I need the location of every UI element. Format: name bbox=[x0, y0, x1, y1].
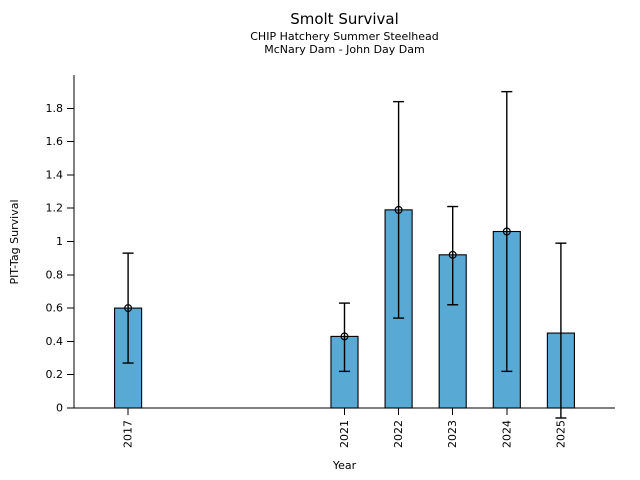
y-tick-label: 0.6 bbox=[46, 302, 64, 315]
x-tick-label: 2022 bbox=[392, 420, 405, 448]
chart-title: Smolt Survival bbox=[290, 10, 399, 28]
chart-subtitle-line1: CHIP Hatchery Summer Steelhead bbox=[250, 30, 439, 43]
point-marker bbox=[502, 227, 511, 236]
y-tick-label: 1.8 bbox=[46, 102, 64, 115]
y-tick-label: 1 bbox=[56, 235, 63, 248]
y-tick-label: 0.4 bbox=[46, 335, 64, 348]
y-axis-title: PIT-Tag Survival bbox=[8, 199, 21, 285]
x-tick-label: 2021 bbox=[338, 420, 351, 448]
x-tick-label: 2024 bbox=[500, 420, 513, 448]
y-tick-label: 1.6 bbox=[46, 135, 64, 148]
point-marker bbox=[340, 332, 349, 341]
y-tick-label: 1.4 bbox=[46, 168, 64, 181]
x-tick-label: 2023 bbox=[446, 420, 459, 448]
point-marker bbox=[124, 304, 133, 313]
point-marker bbox=[394, 205, 403, 214]
y-tick-label: 1.2 bbox=[46, 202, 64, 215]
x-axis-title: Year bbox=[332, 459, 357, 472]
x-tick-label: 2025 bbox=[554, 420, 567, 448]
y-tick-label: 0 bbox=[56, 402, 63, 415]
y-tick-label: 0.2 bbox=[46, 368, 64, 381]
chart-subtitle-line2: McNary Dam - John Day Dam bbox=[264, 43, 425, 56]
x-tick-label: 2017 bbox=[122, 420, 135, 448]
point-marker bbox=[448, 250, 457, 259]
y-tick-label: 0.8 bbox=[46, 268, 64, 281]
